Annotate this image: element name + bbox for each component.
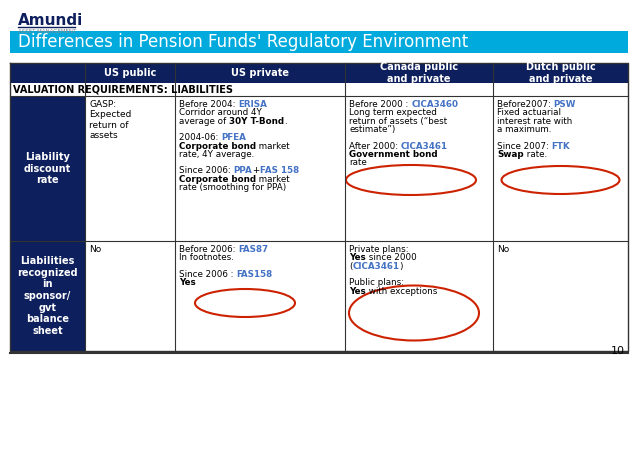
Text: ): ) [399,262,403,271]
Text: 2004-06:: 2004-06: [179,133,221,142]
Text: Dutch public
and private: Dutch public and private [526,62,595,84]
Text: After 2000:: After 2000: [349,142,401,151]
Text: US public: US public [104,68,156,78]
Text: Private plans:: Private plans: [349,245,408,254]
Text: FAS87: FAS87 [238,245,269,254]
Text: GASP:
Expected
return of
assets: GASP: Expected return of assets [89,100,131,140]
Text: average of: average of [179,117,229,125]
Text: 10: 10 [611,346,625,356]
Text: PFEA: PFEA [221,133,246,142]
Text: Corporate bond: Corporate bond [179,175,256,184]
Text: FTK: FTK [552,142,570,151]
FancyBboxPatch shape [10,63,628,83]
Text: .: . [284,117,286,125]
Text: US private: US private [231,68,289,78]
Text: Government bond: Government bond [349,150,438,159]
Text: Yes: Yes [349,286,366,295]
Text: ASSET MANAGEMENT: ASSET MANAGEMENT [18,29,77,34]
Text: PPA: PPA [234,166,252,175]
Text: return of assets (“best: return of assets (“best [349,117,447,125]
Text: market: market [256,142,290,151]
Text: Differences in Pension Funds' Regulatory Environment: Differences in Pension Funds' Regulatory… [18,33,468,51]
Text: Liability
discount
rate: Liability discount rate [24,152,71,185]
Text: Since 2006 :: Since 2006 : [179,270,236,279]
Text: with exceptions: with exceptions [366,286,437,295]
Text: interest rate with: interest rate with [497,117,572,125]
Text: PSW: PSW [554,100,576,109]
Text: estimate”): estimate”) [349,125,396,134]
Text: CICA3461: CICA3461 [352,262,399,271]
Text: CICA3461: CICA3461 [401,142,448,151]
Text: rate.: rate. [524,150,547,159]
Text: FAS158: FAS158 [236,270,272,279]
FancyBboxPatch shape [10,241,85,351]
Text: Before 2006:: Before 2006: [179,245,238,254]
Text: Public plans:: Public plans: [349,278,404,287]
Text: Yes: Yes [179,278,196,287]
Text: rate: rate [349,158,367,167]
FancyBboxPatch shape [10,96,85,241]
Text: Fixed actuarial: Fixed actuarial [497,108,561,117]
Text: Yes: Yes [349,253,366,262]
Text: Before2007:: Before2007: [497,100,554,109]
Text: Corridor around 4Y: Corridor around 4Y [179,108,262,117]
Text: In footnotes.: In footnotes. [179,253,234,262]
Text: Before 2000 :: Before 2000 : [349,100,411,109]
Text: Swap: Swap [497,150,524,159]
Text: Corporate bond: Corporate bond [179,142,256,151]
Text: CICA3460: CICA3460 [411,100,458,109]
Text: Long term expected: Long term expected [349,108,437,117]
FancyBboxPatch shape [10,83,628,96]
Text: Before 2004:: Before 2004: [179,100,238,109]
Text: ERISA: ERISA [238,100,267,109]
Text: a maximum.: a maximum. [497,125,551,134]
Text: since 2000: since 2000 [366,253,417,262]
Text: rate, 4Y average.: rate, 4Y average. [179,150,255,159]
Text: Amundi: Amundi [18,13,83,28]
FancyBboxPatch shape [10,31,628,53]
Text: Liabilities
recognized
in
sponsor/
gvt
balance
sheet: Liabilities recognized in sponsor/ gvt b… [17,256,78,336]
Text: rate (smoothing for PPA): rate (smoothing for PPA) [179,183,286,192]
Text: FAS 158: FAS 158 [260,166,299,175]
Text: 30Y T-Bond: 30Y T-Bond [229,117,284,125]
Text: Canada public
and private: Canada public and private [380,62,458,84]
Text: No: No [497,245,509,254]
Text: market: market [256,175,290,184]
Text: (: ( [349,262,352,271]
Text: No: No [89,245,101,254]
Text: Since 2007:: Since 2007: [497,142,552,151]
Text: Since 2006:: Since 2006: [179,166,234,175]
Text: VALUATION REQUIREMENTS: LIABILITIES: VALUATION REQUIREMENTS: LIABILITIES [13,84,233,95]
Text: +: + [252,166,260,175]
